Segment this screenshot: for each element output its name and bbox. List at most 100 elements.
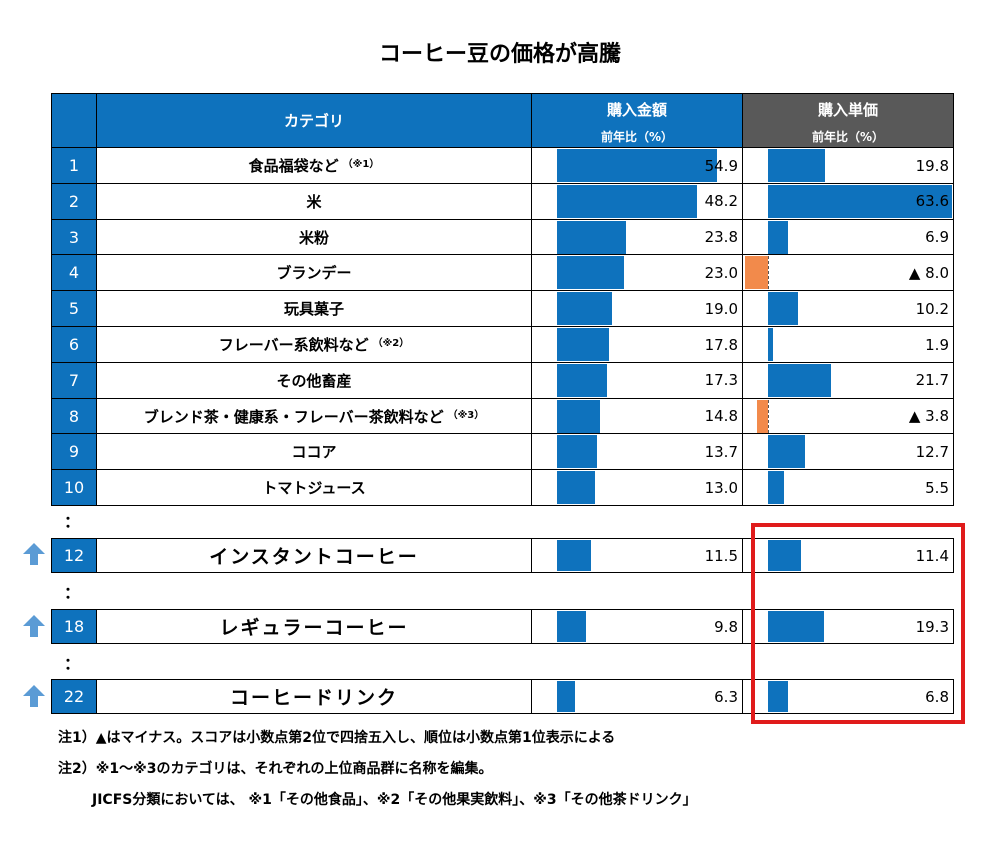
header-amount-cell: 購入金額 前年比（%） (531, 93, 743, 148)
rank-cell: 3 (51, 218, 97, 256)
up-arrow-icon (23, 615, 45, 637)
price-cell: 63.6 (742, 182, 954, 220)
amount-value-label: 54.9 (704, 156, 738, 175)
amount-cell: 13.7 (531, 433, 743, 471)
amount-value-label: 13.0 (704, 478, 738, 497)
rank-cell: 8 (51, 397, 97, 435)
amount-value-label: 13.7 (704, 442, 738, 461)
amount-value-label: 9.8 (714, 617, 738, 636)
price-cell: 21.7 (742, 361, 954, 399)
category-label: 食品福袋など (248, 157, 339, 175)
category-label: コーヒードリンク (229, 687, 398, 709)
amount-cell: 17.3 (531, 361, 743, 399)
up-arrow-icon (23, 685, 45, 707)
price-value-label: 6.8 (925, 687, 949, 706)
amount-bar (557, 611, 586, 642)
amount-bar (557, 471, 595, 505)
footnote-1: 注1）▲はマイナス。スコアは小数点第2位で四捨五入し、順位は小数点第1位表示によ… (58, 730, 616, 746)
category-label: 米 (306, 192, 322, 211)
price-value-label: 6.9 (925, 228, 949, 247)
amount-bar (557, 149, 717, 182)
rank-cell: 4 (51, 254, 97, 292)
category-note: （※2） (372, 338, 410, 349)
price-bar (768, 540, 801, 571)
amount-value-label: 17.8 (704, 335, 738, 354)
price-value-label: 12.7 (915, 442, 949, 461)
rank-cell: 6 (51, 326, 97, 363)
category-cell: コーヒードリンク (96, 679, 532, 714)
category-label: 玩具菓子 (283, 300, 344, 319)
category-cell: 米 (96, 182, 532, 220)
price-cell: ▲ 8.0 (742, 254, 954, 292)
header-price-sub: 前年比（%） (811, 130, 885, 144)
category-label: その他畜産 (276, 371, 352, 390)
category-cell: レギュラーコーヒー (96, 609, 532, 644)
amount-value-label: 17.3 (704, 371, 738, 390)
category-label: ブレンド茶・健康系・フレーバー茶飲料など (143, 407, 444, 426)
price-value-label: 21.7 (915, 371, 949, 390)
rank-cell: 12 (51, 538, 97, 573)
amount-value-label: 14.8 (704, 407, 738, 426)
category-label: トマトジュース (262, 479, 366, 498)
amount-bar (557, 681, 576, 712)
amount-cell: 9.8 (531, 609, 743, 644)
rank-cell: 1 (51, 147, 97, 184)
amount-cell: 11.5 (531, 538, 743, 573)
price-bar (768, 471, 784, 505)
ellipsis-marker: ： (64, 583, 81, 602)
header-price-cell: 購入単価 前年比（%） (742, 93, 954, 148)
amount-bar (557, 328, 609, 361)
header-amount-sub: 前年比（%） (600, 130, 674, 144)
header-category-label: カテゴリ (283, 112, 344, 130)
price-cell: 19.8 (742, 147, 954, 184)
price-value-label: ▲ 8.0 (908, 263, 949, 282)
ellipsis-marker: ： (64, 654, 81, 673)
price-cell: 11.4 (742, 538, 954, 573)
price-value-label: 19.3 (915, 617, 949, 636)
ellipsis-marker: ： (64, 512, 81, 531)
header-rank-cell (51, 93, 97, 148)
amount-cell: 54.9 (531, 147, 743, 184)
price-bar (768, 435, 805, 469)
price-bar (768, 292, 798, 326)
price-cell: 6.9 (742, 218, 954, 256)
amount-bar (557, 292, 613, 326)
price-value-label: ▲ 3.8 (908, 407, 949, 426)
category-cell: トマトジュース (96, 469, 532, 507)
amount-value-label: 23.8 (704, 228, 738, 247)
amount-bar (557, 399, 601, 433)
footnote-2: 注2）※1〜※3のカテゴリは、それぞれの上位商品群に名称を編集。 (58, 761, 493, 777)
amount-cell: 48.2 (531, 182, 743, 220)
price-cell: 5.5 (742, 469, 954, 507)
category-label: インスタントコーヒー (209, 546, 419, 568)
amount-value-label: 19.0 (704, 299, 738, 318)
header-price-title: 購入単価 (817, 101, 878, 119)
category-label: フレーバー系飲料など (218, 336, 369, 354)
rank-cell: 7 (51, 361, 97, 399)
price-bar (768, 611, 824, 642)
amount-cell: 19.0 (531, 290, 743, 328)
price-bar (744, 256, 768, 290)
price-value-label: 1.9 (925, 335, 949, 354)
price-value-label: 11.4 (915, 546, 949, 565)
rank-cell: 18 (51, 609, 97, 644)
rank-cell: 5 (51, 290, 97, 328)
price-value-label: 5.5 (925, 478, 949, 497)
category-cell: 玩具菓子 (96, 290, 532, 328)
price-highlight-frame (751, 523, 965, 724)
category-cell: フレーバー系飲料など （※2） (96, 326, 532, 363)
price-cell: 1.9 (742, 326, 954, 363)
amount-bar (557, 435, 597, 469)
amount-bar (557, 184, 698, 218)
price-bar (768, 149, 826, 182)
price-bar (768, 681, 788, 712)
rank-cell: 22 (51, 679, 97, 714)
zero-line (768, 256, 769, 290)
amount-bar (557, 220, 627, 254)
zero-line (768, 399, 769, 433)
rank-cell: 2 (51, 182, 97, 220)
price-value-label: 19.8 (915, 156, 949, 175)
amount-value-label: 6.3 (714, 687, 738, 706)
price-value-label: 10.2 (915, 299, 949, 318)
footnote-3: JICFS分類においては、 ※1「その他食品」、※2「その他果実飲料」、※3「そ… (92, 792, 697, 808)
